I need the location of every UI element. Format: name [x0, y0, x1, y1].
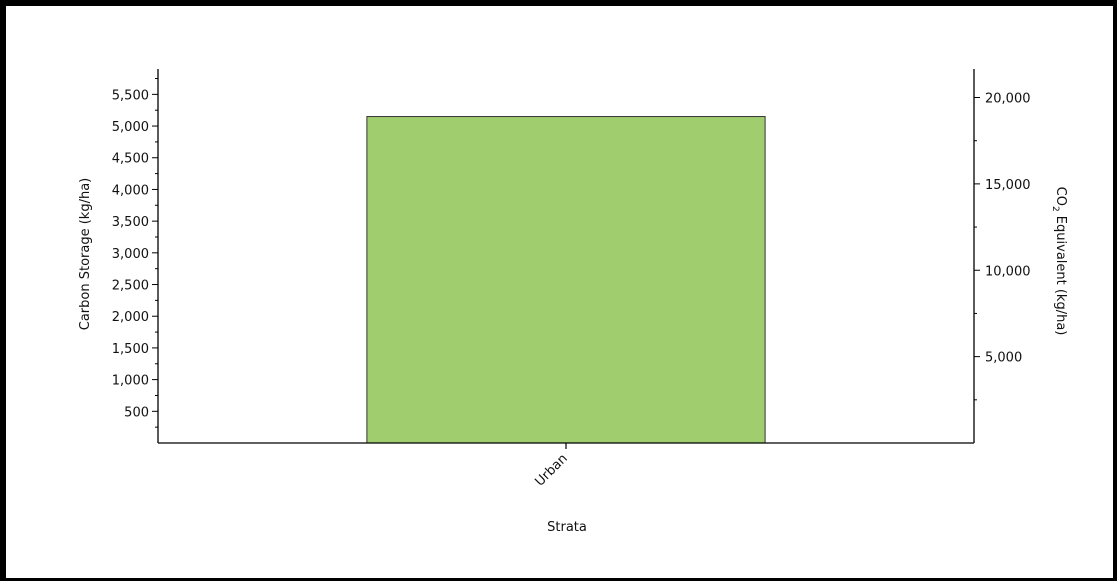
x-tick-label: Urban — [532, 451, 570, 489]
y2-axis-title-subscript: 2 — [1050, 206, 1060, 212]
y2-axis-title-suffix: Equivalent (kg/ha) — [1053, 212, 1068, 336]
y2-tick-label: 5,000 — [985, 351, 1022, 366]
y-tick-label: 3,500 — [112, 215, 149, 230]
y-tick-label: 5,000 — [112, 120, 149, 135]
bars-layer — [366, 116, 766, 444]
x-axis-title: Strata — [547, 520, 587, 535]
y-tick-label: 4,000 — [112, 183, 149, 198]
y-tick-label: 500 — [124, 405, 149, 420]
y-tick-label: 2,000 — [112, 310, 149, 325]
y2-tick-label: 20,000 — [985, 92, 1031, 107]
y2-tick-label: 15,000 — [985, 178, 1031, 193]
y-tick-label: 2,500 — [112, 279, 149, 294]
y-tick-label: 5,500 — [112, 88, 149, 103]
y-tick-label: 3,000 — [112, 247, 149, 262]
y-axis-title: Carbon Storage (kg/ha) — [78, 178, 93, 330]
y2-axis-title-prefix: CO — [1053, 187, 1068, 206]
y-tick-label: 1,000 — [112, 374, 149, 389]
y2-axis-title: CO2 Equivalent (kg/ha) — [1050, 187, 1068, 336]
y-tick-label: 1,500 — [112, 342, 149, 357]
y2-tick-label: 10,000 — [985, 264, 1031, 279]
bar-chart: Urban 500 1,000 1,500 2,000 2,500 3,000 3,500 4,… — [78, 69, 1068, 535]
y-tick-label: 4,500 — [112, 152, 149, 167]
bar-urban — [366, 116, 766, 444]
